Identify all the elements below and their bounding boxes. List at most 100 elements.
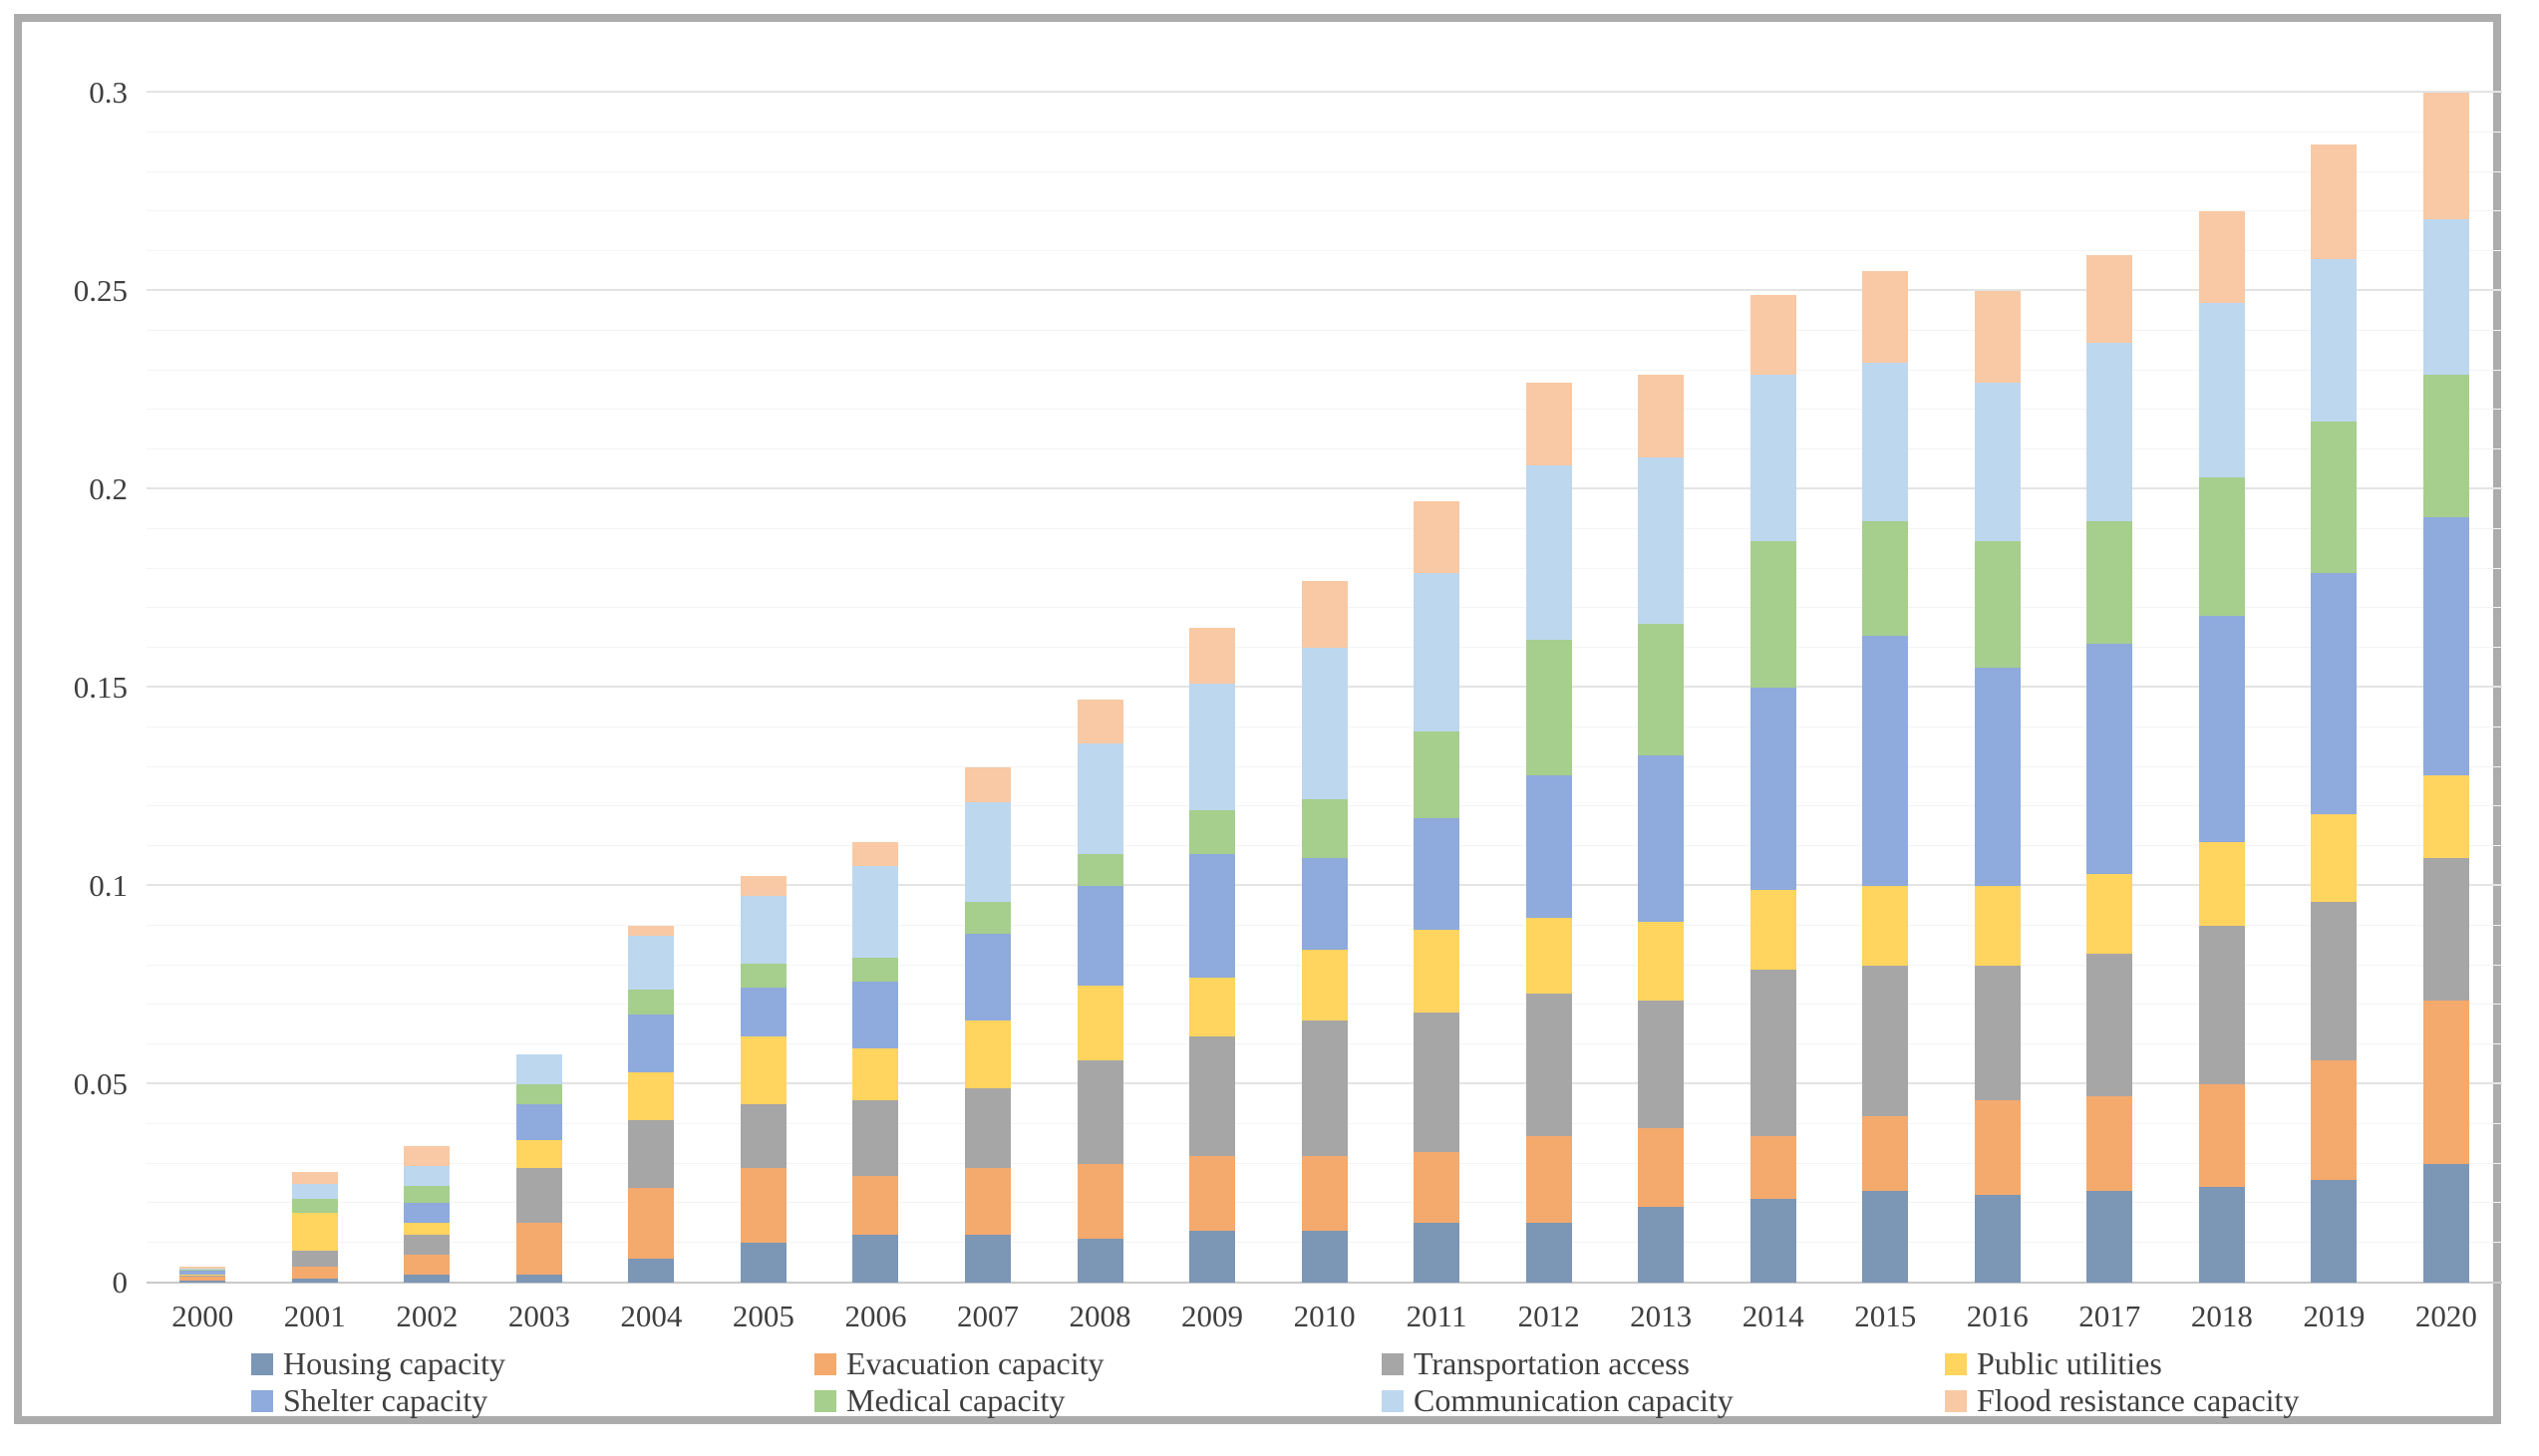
bar-segment[interactable] bbox=[1974, 382, 2021, 541]
bar-segment[interactable] bbox=[740, 1036, 787, 1104]
bar-segment[interactable] bbox=[2311, 422, 2358, 573]
bar-segment[interactable] bbox=[1301, 580, 1348, 649]
bar-segment[interactable] bbox=[1414, 501, 1460, 573]
bar-segment[interactable] bbox=[2198, 477, 2245, 617]
bar-segment[interactable] bbox=[1638, 1127, 1685, 1208]
bar-segment[interactable] bbox=[2198, 616, 2245, 843]
legend-item[interactable]: Housing capacity bbox=[251, 1345, 505, 1382]
bar-segment[interactable] bbox=[628, 1072, 675, 1120]
bar-segment[interactable] bbox=[740, 876, 787, 896]
bar-segment[interactable] bbox=[740, 987, 787, 1037]
bar-segment[interactable] bbox=[291, 1213, 338, 1252]
bar-segment[interactable] bbox=[2422, 374, 2469, 517]
bar-segment[interactable] bbox=[2311, 1060, 2358, 1180]
bar-segment[interactable] bbox=[964, 1235, 1011, 1283]
bar-segment[interactable] bbox=[404, 1145, 451, 1166]
bar-segment[interactable] bbox=[404, 1223, 451, 1236]
bar-segment[interactable] bbox=[2086, 255, 2133, 343]
bar-segment[interactable] bbox=[1525, 1135, 1572, 1224]
bar-segment[interactable] bbox=[1189, 628, 1236, 685]
bar-segment[interactable] bbox=[1077, 985, 1123, 1061]
bar-segment[interactable] bbox=[404, 1255, 451, 1276]
bar-segment[interactable] bbox=[740, 963, 787, 988]
bar-segment[interactable] bbox=[1077, 886, 1123, 986]
bar-segment[interactable] bbox=[1638, 1001, 1685, 1128]
bar-segment[interactable] bbox=[515, 1103, 562, 1140]
bar-segment[interactable] bbox=[852, 981, 899, 1049]
bar-segment[interactable] bbox=[291, 1267, 338, 1280]
bar-segment[interactable] bbox=[1189, 1036, 1236, 1156]
bar-segment[interactable] bbox=[1749, 374, 1796, 541]
bar-segment[interactable] bbox=[2086, 644, 2133, 875]
bar-segment[interactable] bbox=[1749, 540, 1796, 689]
bar-segment[interactable] bbox=[628, 1259, 675, 1283]
bar-segment[interactable] bbox=[1301, 648, 1348, 799]
bar-segment[interactable] bbox=[1974, 965, 2021, 1100]
bar-segment[interactable] bbox=[1414, 929, 1460, 1014]
bar-segment[interactable] bbox=[852, 957, 899, 982]
bar-segment[interactable] bbox=[1749, 295, 1796, 375]
bar-segment[interactable] bbox=[964, 1167, 1011, 1236]
bar-segment[interactable] bbox=[291, 1183, 338, 1200]
bar-segment[interactable] bbox=[1189, 1155, 1236, 1232]
bar-segment[interactable] bbox=[2086, 520, 2133, 645]
bar-segment[interactable] bbox=[852, 1048, 899, 1100]
bar-segment[interactable] bbox=[1862, 271, 1909, 363]
bar-segment[interactable] bbox=[2198, 925, 2245, 1085]
bar-segment[interactable] bbox=[179, 1275, 226, 1278]
bar-segment[interactable] bbox=[964, 1088, 1011, 1168]
legend-item[interactable]: Public utilities bbox=[1945, 1345, 2162, 1382]
bar-segment[interactable] bbox=[1189, 977, 1236, 1037]
bar-segment[interactable] bbox=[1638, 624, 1685, 755]
bar-segment[interactable] bbox=[740, 1243, 787, 1283]
bar-segment[interactable] bbox=[1414, 730, 1460, 819]
bar-segment[interactable] bbox=[1525, 774, 1572, 918]
bar-segment[interactable] bbox=[1749, 890, 1796, 970]
bar-segment[interactable] bbox=[1749, 1199, 1796, 1283]
bar-segment[interactable] bbox=[1749, 1135, 1796, 1200]
bar-segment[interactable] bbox=[852, 866, 899, 958]
bar-segment[interactable] bbox=[964, 901, 1011, 934]
bar-segment[interactable] bbox=[2311, 1179, 2358, 1283]
bar-segment[interactable] bbox=[1638, 754, 1685, 922]
bar-segment[interactable] bbox=[515, 1167, 562, 1224]
bar-segment[interactable] bbox=[179, 1270, 226, 1272]
bar-segment[interactable] bbox=[404, 1203, 451, 1224]
bar-segment[interactable] bbox=[964, 766, 1011, 803]
bar-segment[interactable] bbox=[1974, 668, 2021, 887]
bar-segment[interactable] bbox=[179, 1271, 226, 1276]
bar-segment[interactable] bbox=[1301, 1155, 1348, 1232]
bar-segment[interactable] bbox=[628, 935, 675, 990]
bar-segment[interactable] bbox=[2311, 144, 2358, 260]
bar-segment[interactable] bbox=[1638, 374, 1685, 458]
legend-item[interactable]: Shelter capacity bbox=[251, 1382, 487, 1419]
bar-segment[interactable] bbox=[964, 802, 1011, 902]
bar-segment[interactable] bbox=[628, 989, 675, 1016]
legend-item[interactable]: Evacuation capacity bbox=[814, 1345, 1105, 1382]
bar-segment[interactable] bbox=[179, 1277, 226, 1282]
bar-segment[interactable] bbox=[1301, 858, 1348, 950]
bar-segment[interactable] bbox=[1301, 1231, 1348, 1283]
bar-segment[interactable] bbox=[2422, 774, 2469, 859]
bar-segment[interactable] bbox=[1862, 886, 1909, 966]
bar-segment[interactable] bbox=[2198, 211, 2245, 303]
bar-segment[interactable] bbox=[2086, 1095, 2133, 1192]
bar-segment[interactable] bbox=[1525, 640, 1572, 775]
bar-segment[interactable] bbox=[179, 1269, 226, 1271]
bar-segment[interactable] bbox=[1077, 1060, 1123, 1164]
bar-segment[interactable] bbox=[1189, 1231, 1236, 1283]
bar-segment[interactable] bbox=[1189, 810, 1236, 855]
bar-segment[interactable] bbox=[2311, 259, 2358, 423]
bar-segment[interactable] bbox=[1638, 1207, 1685, 1283]
bar-segment[interactable] bbox=[179, 1267, 226, 1270]
bar-segment[interactable] bbox=[1974, 540, 2021, 669]
bar-segment[interactable] bbox=[515, 1275, 562, 1283]
bar-segment[interactable] bbox=[1862, 1115, 1909, 1192]
bar-segment[interactable] bbox=[2422, 1163, 2469, 1283]
bar-segment[interactable] bbox=[1862, 520, 1909, 637]
bar-segment[interactable] bbox=[179, 1281, 226, 1283]
bar-segment[interactable] bbox=[1414, 1223, 1460, 1283]
bar-segment[interactable] bbox=[852, 1175, 899, 1236]
bar-segment[interactable] bbox=[852, 842, 899, 867]
bar-segment[interactable] bbox=[2086, 1191, 2133, 1283]
